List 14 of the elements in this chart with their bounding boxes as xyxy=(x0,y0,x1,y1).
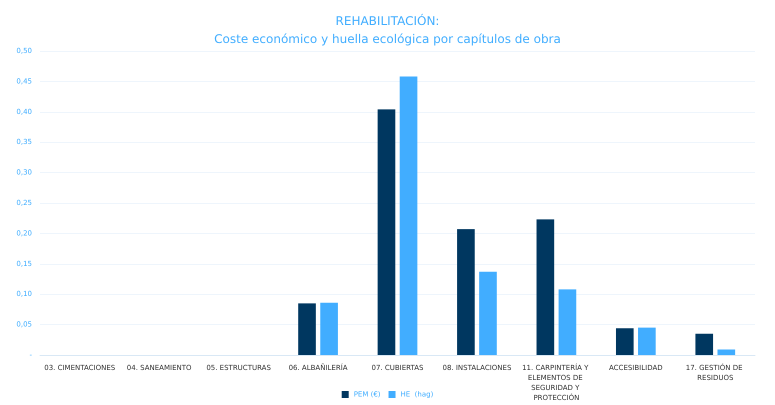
bar xyxy=(558,289,576,355)
chart-subtitle: Coste económico y huella ecológica por capítulos de obra xyxy=(214,32,561,46)
bar xyxy=(457,229,475,355)
bar xyxy=(536,219,554,355)
bar xyxy=(400,76,418,355)
bar xyxy=(717,350,736,355)
chart-title: REHABILITACIÓN: xyxy=(336,13,440,28)
bar xyxy=(320,302,338,355)
bar xyxy=(616,328,634,355)
bar xyxy=(479,272,497,355)
bar xyxy=(378,109,396,355)
bar xyxy=(695,334,714,355)
bar xyxy=(298,303,316,355)
bar xyxy=(638,328,656,355)
